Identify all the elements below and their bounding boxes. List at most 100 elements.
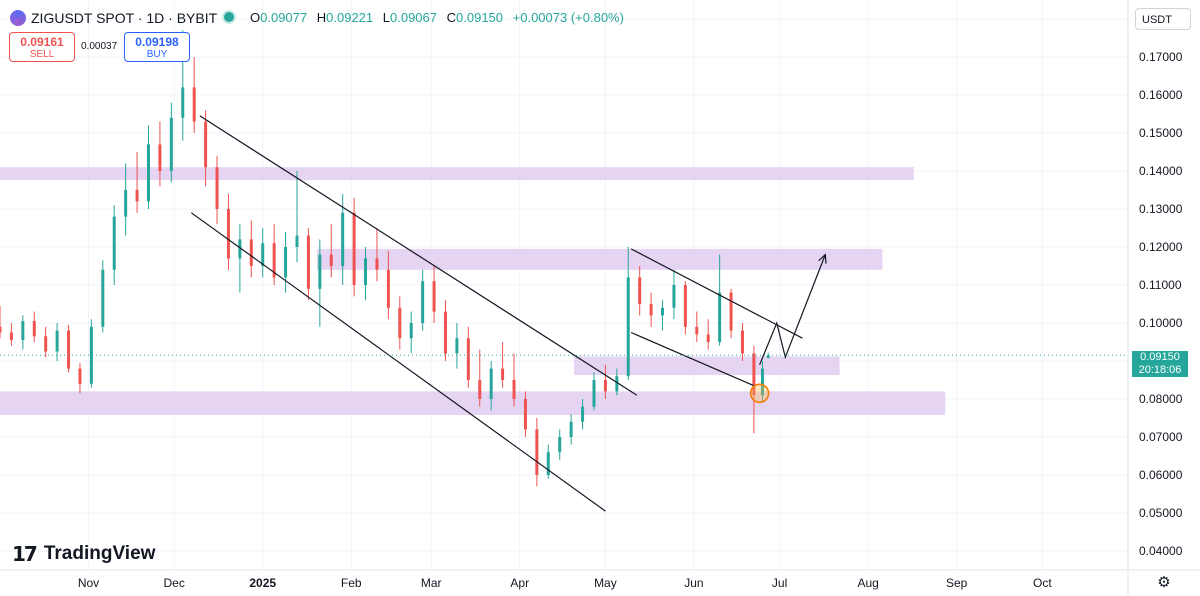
settings-gear-icon[interactable]: ⚙ <box>1157 574 1171 591</box>
candle-body <box>443 311 447 354</box>
buy-label: BUY <box>146 49 168 60</box>
candle-body <box>718 292 722 342</box>
last-price-tag: 0.09150 20:18:06 <box>1132 351 1188 377</box>
trendline <box>630 248 803 339</box>
symbol-logo-icon <box>10 10 26 26</box>
candle-body <box>478 380 482 399</box>
candle-body <box>638 277 642 304</box>
sell-price: 0.09161 <box>20 35 64 49</box>
y-tick-label: 0.10000 <box>1139 316 1183 330</box>
x-tick-label: Apr <box>510 576 529 590</box>
candle-body <box>752 353 756 396</box>
candle-body <box>112 216 116 270</box>
x-tick-label: Oct <box>1033 576 1052 590</box>
buy-button[interactable]: 0.09198 BUY <box>124 32 190 62</box>
candle-body <box>512 380 516 399</box>
sell-button[interactable]: 0.09161 SELL <box>9 32 75 62</box>
x-tick-label: Aug <box>857 576 878 590</box>
candle-body <box>581 406 585 422</box>
candle-body <box>0 326 2 333</box>
y-tick-label: 0.17000 <box>1139 50 1183 64</box>
market-status-icon <box>224 12 234 22</box>
candle-body <box>546 452 550 475</box>
candle-body <box>192 87 196 122</box>
y-tick-label: 0.06000 <box>1139 468 1183 482</box>
candle-body <box>306 235 310 289</box>
x-tick-label: Dec <box>164 576 185 590</box>
candle-body <box>226 209 230 259</box>
candle-body <box>284 247 288 278</box>
last-price-value: 0.09150 <box>1140 351 1180 363</box>
candle-body <box>295 235 299 247</box>
candle-body <box>409 323 413 339</box>
candle-body <box>603 380 607 392</box>
trendline <box>199 115 638 396</box>
candle-body <box>44 336 48 352</box>
candle-body <box>760 368 764 396</box>
candle-body <box>523 399 527 430</box>
candle-body <box>683 285 687 327</box>
tradingview-mark-icon: 17 <box>12 542 38 566</box>
y-tick-label: 0.13000 <box>1139 202 1183 216</box>
candle-body <box>615 376 619 392</box>
projection-path <box>759 254 826 366</box>
candle-body <box>67 330 71 369</box>
symbol-title[interactable]: ZIGUSDT SPOT · 1D · BYBIT <box>31 10 218 26</box>
close-value: 0.09150 <box>456 10 504 25</box>
candle-body <box>386 269 390 308</box>
candle-body <box>78 368 82 384</box>
candle-body <box>740 330 744 354</box>
support-resistance-zone <box>316 248 883 270</box>
candle-body <box>558 437 562 453</box>
candle-body <box>569 421 573 437</box>
y-tick-label: 0.05000 <box>1139 506 1183 520</box>
buy-price: 0.09198 <box>135 35 179 49</box>
candle-body <box>364 258 368 285</box>
candle-body <box>55 330 59 352</box>
tradingview-wordmark: TradingView <box>43 543 156 564</box>
open-value: 0.09077 <box>260 10 308 25</box>
x-tick-label: Feb <box>341 576 362 590</box>
candle-body <box>181 87 185 118</box>
candle-body <box>169 117 173 171</box>
sell-label: SELL <box>29 49 55 60</box>
candle-body <box>672 285 676 308</box>
tradingview-logo[interactable]: 17 TradingView <box>12 542 155 566</box>
y-tick-label: 0.15000 <box>1139 126 1183 140</box>
x-tick-label: Jun <box>684 576 703 590</box>
y-tick-label: 0.07000 <box>1139 430 1183 444</box>
candle-body <box>204 121 208 168</box>
y-tick-label: 0.04000 <box>1139 544 1183 558</box>
y-tick-label: 0.11000 <box>1139 278 1182 292</box>
low-value: 0.09067 <box>390 10 437 25</box>
support-resistance-zone <box>0 167 914 181</box>
candle-body <box>101 269 105 327</box>
candle-body <box>706 334 710 342</box>
support-resistance-zone <box>0 391 946 415</box>
candle-body <box>455 338 459 354</box>
candle-body <box>466 338 470 380</box>
candle-body <box>215 167 219 209</box>
candle-body <box>238 239 242 259</box>
trendline <box>190 212 606 512</box>
candle-body <box>592 380 596 407</box>
y-tick-label: 0.12000 <box>1139 240 1183 254</box>
candle-body <box>124 190 128 217</box>
close-label: C <box>446 10 457 25</box>
currency-select[interactable]: USDT <box>1135 8 1191 30</box>
high-value: 0.09221 <box>326 10 374 25</box>
candle-body <box>318 254 322 289</box>
spread-value: 0.00037 <box>81 41 118 52</box>
candle-body <box>695 326 699 335</box>
candle-body <box>21 321 25 341</box>
candle-body <box>489 368 493 399</box>
candle-body <box>398 307 402 339</box>
x-tick-label: May <box>594 576 617 590</box>
projection-arrowhead-icon <box>818 253 827 264</box>
candle-body <box>729 292 733 331</box>
low-label: L <box>382 10 390 25</box>
candle-body <box>9 332 13 341</box>
candle-body <box>432 281 436 312</box>
